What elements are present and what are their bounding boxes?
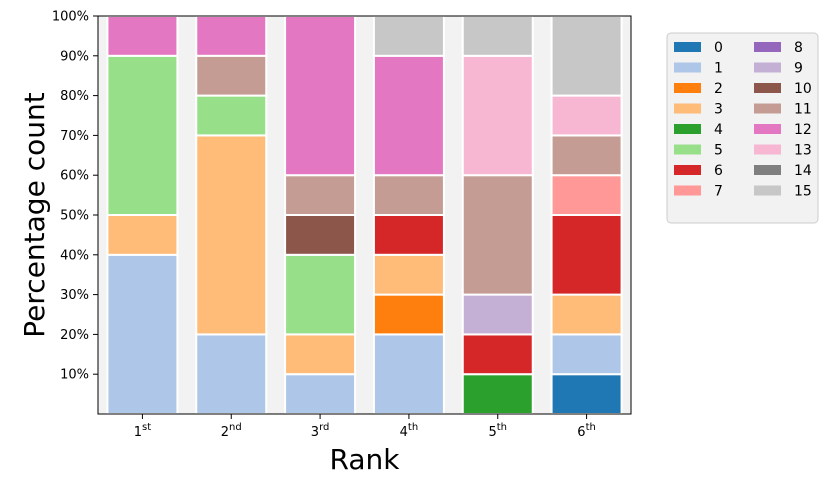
y-tick-label: 90%	[60, 49, 89, 64]
legend-swatch-11	[754, 103, 781, 114]
bar-segment-rank5-class15	[461, 15, 534, 57]
bar-segment-rank3-class11	[284, 174, 357, 216]
bar-segment-rank5-class11	[461, 174, 534, 296]
bar-segment-rank4-class1	[372, 333, 445, 415]
legend-label-7: 7	[714, 184, 723, 200]
legend-label-9: 9	[794, 61, 803, 77]
x-axis-label: Rank	[330, 443, 401, 476]
legend-swatch-8	[754, 42, 781, 52]
bar-segment-rank6-class15	[550, 15, 623, 97]
legend-swatch-15	[754, 185, 781, 196]
bar-segment-rank2-class12	[195, 15, 268, 57]
bar-segment-rank3-class3	[284, 333, 357, 376]
legend-swatch-13	[754, 144, 781, 155]
y-tick-label: 50%	[60, 209, 89, 224]
y-tick-label: 80%	[60, 89, 89, 104]
bar-segment-rank6-class11	[550, 134, 623, 177]
y-axis-label: Percentage count	[18, 92, 51, 337]
y-tick-label: 60%	[60, 169, 89, 184]
bar-segment-rank5-class6	[461, 333, 534, 376]
y-tick-label: 10%	[60, 368, 89, 383]
legend-label-8: 8	[794, 40, 803, 56]
bar-segment-rank3-class5	[284, 253, 357, 336]
bar-segment-rank5-class4	[461, 373, 534, 416]
bar-segment-rank6-class13	[550, 94, 623, 137]
legend-label-6: 6	[714, 163, 723, 179]
legend-swatch-5	[674, 144, 701, 155]
y-tick-label: 30%	[60, 288, 89, 303]
bar-segment-rank6-class0	[550, 373, 623, 416]
bar-segment-rank4-class11	[372, 174, 445, 216]
legend-label-14: 14	[794, 163, 812, 179]
legend-label-13: 13	[794, 143, 812, 159]
bar-segment-rank5-class9	[461, 293, 534, 336]
x-tick-label: 5th	[488, 422, 507, 440]
plot-background	[98, 16, 631, 414]
legend-swatch-0	[674, 42, 701, 52]
x-tick-label: 2nd	[221, 422, 242, 440]
legend-swatch-2	[674, 83, 701, 93]
y-tick-label: 70%	[60, 129, 89, 144]
bar-segment-rank5-class13	[461, 54, 534, 177]
bar-segment-rank2-class3	[195, 134, 268, 336]
x-tick-label: 4th	[400, 422, 419, 440]
legend-label-0: 0	[714, 40, 723, 56]
legend-swatch-10	[754, 83, 781, 93]
bar-segment-rank6-class6	[550, 214, 623, 296]
bar-segment-rank1-class1	[106, 253, 179, 415]
bar-segment-rank3-class12	[284, 15, 357, 177]
bars-layer	[106, 15, 623, 416]
x-tick-label: 3rd	[311, 422, 330, 440]
legend-swatch-4	[674, 124, 701, 134]
bar-segment-rank1-class12	[106, 15, 179, 57]
bar-segment-rank2-class5	[195, 94, 268, 137]
bar-segment-rank4-class15	[372, 15, 445, 57]
bar-segment-rank1-class3	[106, 214, 179, 256]
bar-segment-rank1-class5	[106, 54, 179, 216]
legend-swatch-12	[754, 124, 781, 134]
x-tick-label: 6th	[577, 422, 596, 440]
legend-swatch-3	[674, 103, 701, 114]
legend-label-11: 11	[794, 102, 812, 118]
legend-label-4: 4	[714, 122, 723, 138]
legend-label-1: 1	[714, 61, 723, 77]
y-tick-label: 100%	[52, 10, 89, 25]
legend-label-2: 2	[714, 81, 723, 97]
legend-swatch-1	[674, 62, 701, 73]
legend-swatch-6	[674, 165, 701, 175]
bar-segment-rank4-class12	[372, 54, 445, 177]
legend-swatch-7	[674, 185, 701, 196]
bar-segment-rank4-class2	[372, 293, 445, 336]
legend-box	[666, 32, 819, 224]
y-axis: 10% 20% 30% 40% 50% 60% 70% 80% 90% 100%	[52, 10, 98, 383]
legend-label-3: 3	[714, 102, 723, 118]
bar-segment-rank2-class11	[195, 54, 268, 97]
legend-swatch-14	[754, 165, 781, 175]
x-tick-label: 1st	[134, 422, 151, 440]
bar-segment-rank4-class6	[372, 214, 445, 256]
bar-segment-rank6-class7	[550, 174, 623, 216]
legend-label-12: 12	[794, 122, 812, 138]
legend-label-5: 5	[714, 143, 723, 159]
legend-label-15: 15	[794, 184, 812, 200]
bar-segment-rank3-class10	[284, 214, 357, 256]
bar-segment-rank6-class3	[550, 293, 623, 336]
y-tick-label: 40%	[60, 248, 89, 263]
bar-segment-rank3-class1	[284, 373, 357, 416]
x-axis: 1st 2nd 3rd 4th 5th 6th	[134, 414, 596, 440]
y-tick-label: 20%	[60, 328, 89, 343]
bar-segment-rank4-class3	[372, 253, 445, 296]
legend-label-10: 10	[794, 81, 812, 97]
legend-swatch-9	[754, 62, 781, 73]
bar-segment-rank6-class1	[550, 333, 623, 376]
bar-segment-rank2-class1	[195, 333, 268, 415]
